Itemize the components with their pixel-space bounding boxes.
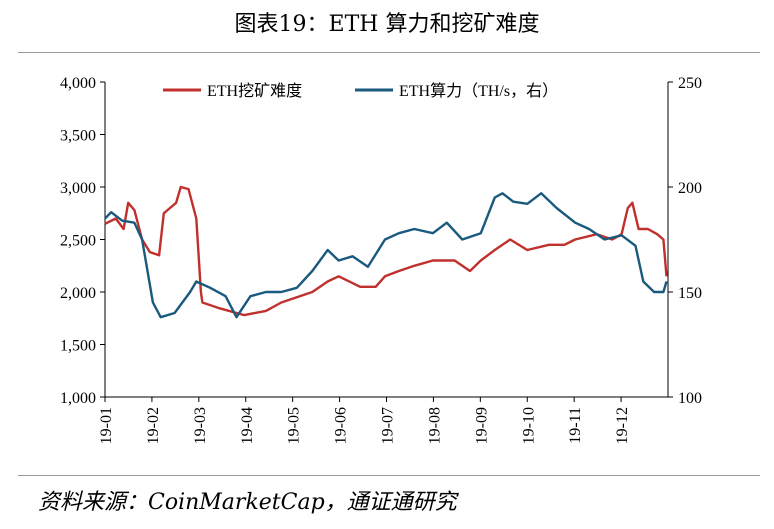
x-tick-label: 19-08 [426,407,443,444]
x-tick-label: 19-12 [614,407,631,444]
top-rule [18,52,760,53]
y-right-tick-label: 100 [678,390,702,407]
legend-label: ETH算力（TH/s，右） [399,81,558,100]
figure-title: 图表19：ETH 算力和挖矿难度 [234,12,540,37]
x-tick-label: 19-11 [567,407,584,444]
bottom-rule [18,475,760,476]
x-tick-label: 19-07 [380,407,397,444]
x-tick-label: 19-05 [286,407,303,444]
y-left-tick-label: 1,000 [60,390,96,407]
y-left-tick-label: 2,500 [60,233,96,250]
series-line-hashrate [104,192,668,319]
series-line-difficulty [104,185,668,317]
y-right-tick-label: 150 [678,285,702,302]
x-tick-label: 19-10 [520,407,537,444]
legend-label: ETH挖矿难度 [207,82,302,100]
y-right-tick-label: 200 [678,180,702,197]
y-left-tick-label: 1,500 [60,338,96,355]
x-tick-label: 19-03 [192,407,209,444]
chart-series [104,185,668,319]
chart-axes: 1,000 1,500 2,000 2,500 3,000 3,500 4,000 100 15… [60,75,702,444]
x-tick-label: 19-04 [239,407,256,444]
x-tick-label: 19-06 [333,407,350,444]
y-left-tick-label: 4,000 [60,75,96,92]
y-left-tick-label: 3,000 [60,180,96,197]
x-tick-label: 19-02 [145,407,162,444]
x-tick-label: 19-09 [473,407,490,444]
x-tick-label: 19-01 [98,407,115,444]
y-left-tick-label: 3,500 [60,128,96,145]
chart-legend: ETH挖矿难度 ETH算力（TH/s，右） [163,81,558,100]
source-note: 资料来源：CoinMarketCap，通证通研究 [38,490,457,515]
y-left-tick-label: 2,000 [60,285,96,302]
y-right-tick-label: 250 [678,75,702,92]
